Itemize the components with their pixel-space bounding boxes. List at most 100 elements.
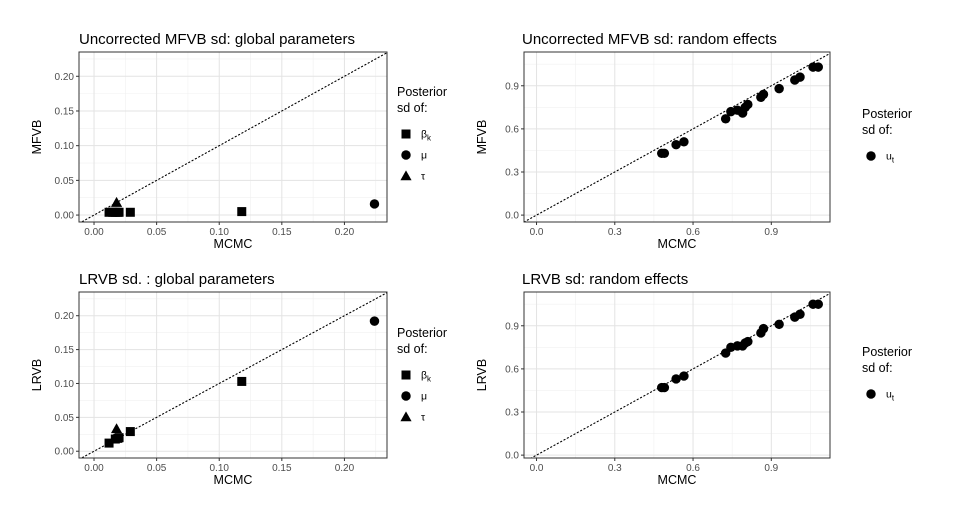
chart-title: LRVB sd. : global parameters bbox=[79, 271, 275, 288]
y-tick-label: 0.10 bbox=[55, 141, 75, 152]
plot-border bbox=[78, 51, 388, 223]
y-tick-label: 0.0 bbox=[505, 211, 519, 222]
y-axis-label: LRVB bbox=[475, 359, 489, 391]
data-point bbox=[774, 83, 784, 94]
x-tick-label: 0.20 bbox=[335, 463, 355, 474]
y-tick-label: 0.9 bbox=[505, 321, 519, 332]
legend-label: τ bbox=[421, 412, 426, 424]
legend-title: sd of: bbox=[397, 101, 428, 115]
data-point bbox=[813, 62, 823, 72]
x-tick-label: 0.00 bbox=[84, 227, 104, 238]
y-tick-label: 0.9 bbox=[505, 81, 519, 92]
legend-key-triangle bbox=[400, 411, 412, 422]
legend-title: Posterior bbox=[862, 107, 912, 121]
legend-key-circle bbox=[401, 391, 411, 401]
data-point bbox=[671, 374, 681, 384]
y-axis-label: MFVB bbox=[30, 120, 44, 155]
plot-border bbox=[523, 291, 831, 459]
legend-key-square bbox=[401, 370, 411, 380]
y-axis-label: MFVB bbox=[475, 120, 489, 155]
data-point bbox=[110, 423, 123, 434]
legend-key-triangle bbox=[400, 170, 412, 181]
legend-title: Posterior bbox=[397, 85, 447, 99]
plot-area bbox=[524, 52, 830, 222]
legend: Posterior sd of: βk μτ bbox=[397, 326, 447, 424]
data-point bbox=[369, 199, 380, 209]
data-point bbox=[671, 139, 681, 150]
x-tick-label: 0.20 bbox=[335, 227, 355, 238]
legend-key-circle bbox=[866, 151, 876, 161]
x-tick-label: 0.15 bbox=[272, 463, 292, 474]
y-tick-label: 0.3 bbox=[505, 408, 519, 419]
data-point bbox=[758, 89, 769, 100]
x-axis-label: MCMC bbox=[214, 237, 253, 251]
x-tick-label: 0.15 bbox=[272, 227, 292, 238]
chart-panel-1: Uncorrected MFVB sd: global parameters 0.… bbox=[30, 31, 447, 251]
legend-key-circle bbox=[401, 150, 411, 160]
x-tick-label: 0.10 bbox=[209, 463, 229, 474]
y-tick-label: 0.20 bbox=[55, 311, 75, 322]
chart-title: LRVB sd: random effects bbox=[522, 271, 688, 288]
chart-panel-2: Uncorrected MFVB sd: random effects 0.0 0.… bbox=[475, 31, 912, 251]
x-tick-label: 0.6 bbox=[686, 463, 700, 474]
legend-label: μ bbox=[421, 391, 427, 403]
chart-title: Uncorrected MFVB sd: global parameters bbox=[79, 31, 355, 48]
plot-area bbox=[79, 52, 387, 222]
legend-title: sd of: bbox=[397, 342, 428, 356]
data-point bbox=[237, 376, 247, 386]
y-tick-label: 0.20 bbox=[55, 72, 75, 83]
y-tick-label: 0.3 bbox=[505, 167, 519, 178]
data-point bbox=[813, 299, 823, 309]
chart-panel-4: LRVB sd: random effects 0.0 0.3 0.6 0.9 0.0 0.… bbox=[475, 271, 912, 487]
data-point bbox=[104, 438, 114, 448]
legend-title: Posterior bbox=[397, 326, 447, 340]
legend-label: βk bbox=[421, 370, 432, 384]
legend: Posterior sd of: ut bbox=[862, 345, 912, 403]
x-tick-label: 0.6 bbox=[686, 227, 700, 238]
data-point bbox=[659, 148, 670, 159]
data-point bbox=[795, 72, 805, 82]
legend-key-square bbox=[401, 129, 411, 139]
y-tick-label: 0.05 bbox=[55, 176, 75, 187]
y-tick-label: 0.15 bbox=[55, 106, 75, 117]
x-tick-label: 0.3 bbox=[608, 463, 622, 474]
data-point bbox=[679, 137, 689, 147]
data-point bbox=[743, 336, 753, 347]
x-axis-label: MCMC bbox=[214, 473, 253, 487]
series-circle bbox=[369, 316, 380, 326]
chart-panel-3: LRVB sd. : global parameters 0.00 0.05 0.10… bbox=[30, 271, 447, 487]
x-tick-label: 0.3 bbox=[608, 227, 622, 238]
y-axis-label: LRVB bbox=[30, 359, 44, 391]
series-circle bbox=[657, 299, 823, 393]
y-tick-label: 0.10 bbox=[55, 379, 75, 390]
data-point bbox=[125, 207, 135, 217]
legend: Posterior sd of: βk μτ bbox=[397, 85, 447, 183]
legend: Posterior sd of: ut bbox=[862, 107, 912, 165]
data-point bbox=[110, 196, 123, 207]
data-point bbox=[758, 323, 769, 334]
x-axis-label: MCMC bbox=[658, 473, 697, 487]
series-circle bbox=[657, 62, 823, 159]
data-point bbox=[679, 371, 689, 381]
data-point bbox=[114, 433, 124, 443]
y-tick-label: 0.05 bbox=[55, 413, 75, 424]
series-triangle bbox=[110, 423, 123, 434]
series-square bbox=[104, 376, 247, 448]
x-axis-label: MCMC bbox=[658, 237, 697, 251]
legend-key-circle bbox=[866, 389, 876, 399]
y-tick-label: 0.15 bbox=[55, 345, 75, 356]
x-tick-label: 0.05 bbox=[147, 227, 167, 238]
legend-label: μ bbox=[421, 150, 427, 162]
x-tick-label: 0.00 bbox=[84, 463, 104, 474]
data-point bbox=[659, 382, 670, 393]
legend-label: τ bbox=[421, 171, 426, 183]
data-point bbox=[114, 207, 124, 217]
x-tick-label: 0.05 bbox=[147, 463, 167, 474]
legend-title: sd of: bbox=[862, 361, 893, 375]
x-tick-label: 0.9 bbox=[764, 463, 778, 474]
y-tick-label: 0.6 bbox=[505, 124, 519, 135]
y-tick-label: 0.0 bbox=[505, 451, 519, 462]
data-point bbox=[237, 207, 247, 217]
